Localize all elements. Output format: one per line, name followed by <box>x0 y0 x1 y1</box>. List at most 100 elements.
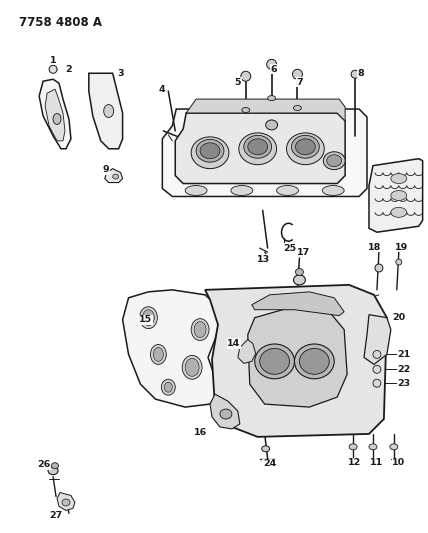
Ellipse shape <box>391 207 407 217</box>
Text: 8: 8 <box>358 69 364 78</box>
Text: 7: 7 <box>296 78 303 87</box>
Ellipse shape <box>242 108 250 112</box>
Ellipse shape <box>390 444 398 450</box>
Ellipse shape <box>286 133 324 165</box>
Ellipse shape <box>113 174 119 179</box>
Ellipse shape <box>294 275 306 285</box>
Ellipse shape <box>349 444 357 450</box>
Circle shape <box>396 259 402 265</box>
Text: 15: 15 <box>139 315 152 324</box>
Ellipse shape <box>62 499 70 506</box>
Polygon shape <box>205 285 387 437</box>
Text: 6: 6 <box>270 65 277 74</box>
Ellipse shape <box>294 106 301 110</box>
Text: 19: 19 <box>395 243 408 252</box>
Text: 23: 23 <box>397 379 410 387</box>
Circle shape <box>49 66 57 73</box>
Text: 9: 9 <box>102 165 109 174</box>
Polygon shape <box>89 73 122 149</box>
Text: 2: 2 <box>65 65 72 74</box>
Ellipse shape <box>51 463 59 469</box>
Polygon shape <box>248 308 347 407</box>
Ellipse shape <box>182 356 202 379</box>
Ellipse shape <box>150 344 166 365</box>
Ellipse shape <box>300 349 329 374</box>
Text: 22: 22 <box>397 365 410 374</box>
Text: 17: 17 <box>297 248 310 256</box>
Ellipse shape <box>291 135 319 158</box>
Ellipse shape <box>276 185 298 196</box>
Ellipse shape <box>185 185 207 196</box>
Polygon shape <box>105 168 122 182</box>
Ellipse shape <box>262 446 270 452</box>
Text: 7758 4808 A: 7758 4808 A <box>19 15 102 29</box>
Text: 21: 21 <box>397 350 410 359</box>
Circle shape <box>241 71 251 81</box>
Ellipse shape <box>140 306 158 328</box>
Circle shape <box>267 59 276 69</box>
Circle shape <box>373 351 381 358</box>
Ellipse shape <box>295 139 315 155</box>
Ellipse shape <box>369 444 377 450</box>
Ellipse shape <box>248 139 268 155</box>
Text: 11: 11 <box>370 458 383 467</box>
Text: 14: 14 <box>227 339 241 348</box>
Text: 10: 10 <box>392 458 405 467</box>
Polygon shape <box>186 99 345 121</box>
Polygon shape <box>57 492 75 511</box>
Ellipse shape <box>266 120 278 130</box>
Ellipse shape <box>239 133 276 165</box>
Polygon shape <box>39 79 71 149</box>
Ellipse shape <box>164 382 172 392</box>
Text: 3: 3 <box>117 69 124 78</box>
Ellipse shape <box>391 190 407 200</box>
Ellipse shape <box>220 409 232 419</box>
Text: 12: 12 <box>348 458 361 467</box>
Ellipse shape <box>161 379 175 395</box>
Text: 4: 4 <box>159 85 166 94</box>
Polygon shape <box>210 394 240 429</box>
Text: 20: 20 <box>392 313 405 322</box>
Ellipse shape <box>153 348 163 361</box>
Ellipse shape <box>143 310 155 326</box>
Polygon shape <box>252 292 344 316</box>
Polygon shape <box>238 340 256 364</box>
Ellipse shape <box>191 137 229 168</box>
Text: 13: 13 <box>257 255 270 263</box>
Text: 27: 27 <box>49 511 62 520</box>
Circle shape <box>373 365 381 373</box>
Circle shape <box>373 379 381 387</box>
Circle shape <box>375 264 383 272</box>
Ellipse shape <box>48 467 58 475</box>
Ellipse shape <box>391 174 407 183</box>
Ellipse shape <box>255 344 294 379</box>
Polygon shape <box>162 109 367 197</box>
Polygon shape <box>175 113 345 183</box>
Ellipse shape <box>194 321 206 337</box>
Circle shape <box>351 70 359 78</box>
Text: 5: 5 <box>235 78 241 87</box>
Ellipse shape <box>268 95 276 101</box>
Polygon shape <box>369 159 422 232</box>
Ellipse shape <box>295 269 303 276</box>
Text: 16: 16 <box>193 429 207 438</box>
Ellipse shape <box>196 139 224 162</box>
Ellipse shape <box>191 319 209 341</box>
Ellipse shape <box>200 143 220 159</box>
Ellipse shape <box>231 185 253 196</box>
Polygon shape <box>364 314 391 365</box>
Text: 26: 26 <box>38 460 51 469</box>
Ellipse shape <box>53 114 61 124</box>
Ellipse shape <box>244 135 272 158</box>
Ellipse shape <box>323 152 345 169</box>
Ellipse shape <box>185 358 199 376</box>
Text: 24: 24 <box>263 459 276 468</box>
Text: 1: 1 <box>50 56 56 65</box>
Ellipse shape <box>294 344 334 379</box>
Text: 25: 25 <box>283 244 296 253</box>
Ellipse shape <box>104 104 114 117</box>
Circle shape <box>292 69 303 79</box>
Ellipse shape <box>260 349 289 374</box>
Ellipse shape <box>322 185 344 196</box>
Ellipse shape <box>327 155 342 167</box>
